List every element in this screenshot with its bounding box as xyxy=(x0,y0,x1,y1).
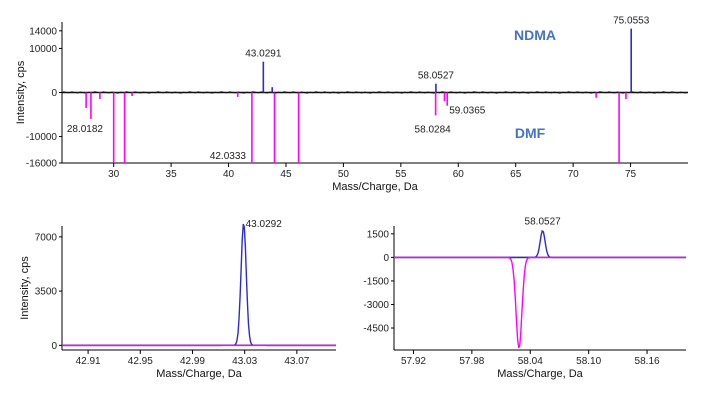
x-tick-label: 42.99 xyxy=(180,356,205,367)
y-tick-label: -10000 xyxy=(26,132,58,143)
x-tick-label: 65 xyxy=(510,169,522,180)
x-tick-label: 57.98 xyxy=(459,356,484,367)
x-axis-title: Mass/Charge, Da xyxy=(332,181,418,193)
y-tick-label: -16000 xyxy=(26,159,58,170)
y-tick-label: 14000 xyxy=(29,26,57,37)
legend-dmf: DMF xyxy=(515,125,546,141)
x-tick-label: 58.10 xyxy=(576,356,601,367)
x-tick-label: 43.07 xyxy=(284,356,309,367)
x-tick-label: 43.03 xyxy=(232,356,257,367)
y-tick-label: 3500 xyxy=(35,287,58,298)
x-tick-label: 70 xyxy=(568,169,580,180)
y-tick-label: -3000 xyxy=(363,300,389,311)
y-axis-title: Intensity, cps xyxy=(19,256,31,320)
y-tick-label: 7000 xyxy=(35,232,58,243)
peak-label: 28.0182 xyxy=(67,124,104,135)
y-tick-label: 0 xyxy=(51,88,57,99)
x-tick-label: 57.92 xyxy=(401,356,426,367)
x-axis-title: Mass/Charge, Da xyxy=(156,368,242,380)
y-tick-label: -4500 xyxy=(363,324,389,335)
peak-label: 58.0527 xyxy=(525,217,562,228)
y-axis-title: Intensity, cps xyxy=(15,60,27,124)
peak-label: 43.0292 xyxy=(246,219,283,230)
legend-ndma: NDMA xyxy=(514,27,556,43)
zoom-58-chart: 57.92 57.98 58.04 58.10 58.16 1500 0 -1500 -3000… xyxy=(363,217,686,380)
peak-label: 43.0291 xyxy=(245,49,282,60)
x-tick-label: 75 xyxy=(625,169,637,180)
zoom-43-chart: 42.91 42.95 42.99 43.03 43.07 7000 3500 0 Mass/C… xyxy=(19,219,336,380)
x-tick-label: 50 xyxy=(338,169,350,180)
x-tick-label: 45 xyxy=(280,169,292,180)
y-tick-label: 0 xyxy=(383,253,389,264)
y-tick-label: 1500 xyxy=(367,229,390,240)
peak-label: 42.0333 xyxy=(210,151,247,162)
peak-label: 58.0527 xyxy=(418,71,455,82)
y-tick-label: 10000 xyxy=(29,44,57,55)
peak-label: 75.0553 xyxy=(613,16,650,27)
x-tick-label: 60 xyxy=(453,169,465,180)
peak-label: 59.0365 xyxy=(449,106,486,117)
x-tick-label: 30 xyxy=(108,169,120,180)
x-tick-label: 58.04 xyxy=(518,356,543,367)
dmf-profile-line xyxy=(394,256,686,349)
x-tick-label: 55 xyxy=(395,169,407,180)
peak-label: 58.0284 xyxy=(415,124,452,135)
x-tick-label: 58.16 xyxy=(635,356,660,367)
y-tick-label: 0 xyxy=(51,341,57,352)
x-tick-label: 42.91 xyxy=(76,356,101,367)
ndma-profile-line xyxy=(62,223,336,347)
x-tick-label: 35 xyxy=(166,169,178,180)
y-tick-label: -1500 xyxy=(363,276,389,287)
ndma-profile-line xyxy=(394,229,686,259)
mirror-spectrum-chart: 30 35 40 45 50 55 60 65 70 75 14000 10000 0 -10000 -16… xyxy=(15,16,688,193)
x-tick-label: 42.95 xyxy=(128,356,153,367)
x-axis-title: Mass/Charge, Da xyxy=(497,368,583,380)
x-tick-label: 40 xyxy=(223,169,235,180)
